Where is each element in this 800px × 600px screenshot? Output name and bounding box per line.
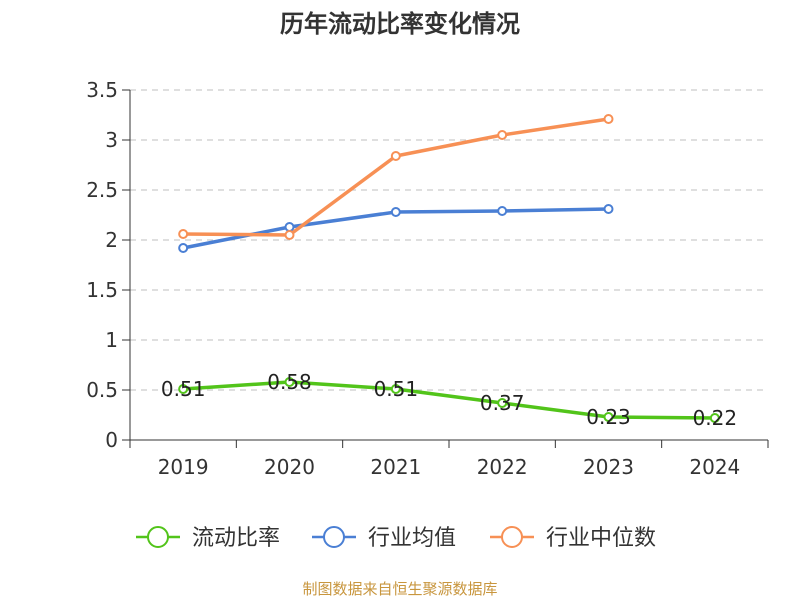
series-1: 0.51 0.58 0.51 0.37 0.23 0.22 <box>161 370 737 430</box>
data-point <box>497 206 508 216</box>
data-label: 0.58 <box>267 370 312 394</box>
chart-title: 历年流动比率变化情况 <box>280 10 520 38</box>
legend-label: 行业中位数 <box>546 526 656 551</box>
legend-marker <box>501 526 523 548</box>
data-point <box>284 222 295 232</box>
legend-item: 行业中位数 <box>490 526 656 551</box>
source-note: 制图数据来自恒生聚源数据库 <box>302 580 498 598</box>
data-point <box>709 413 720 423</box>
y-tick-label: 0 <box>105 428 118 452</box>
data-label: 0.37 <box>480 391 525 415</box>
legend-marker <box>147 526 169 548</box>
data-point <box>603 204 614 214</box>
data-point <box>497 398 508 408</box>
data-point <box>603 412 614 422</box>
y-tick-label: 3 <box>105 128 118 152</box>
data-point <box>178 243 189 253</box>
data-label: 0.51 <box>374 377 419 401</box>
x-tick-label: 2020 <box>264 455 315 479</box>
legend-item: 流动比率 <box>136 526 280 551</box>
data-point <box>178 229 189 239</box>
data-label: 0.51 <box>161 377 206 401</box>
y-tick-label: 2 <box>105 228 118 252</box>
data-point <box>284 230 295 240</box>
data-point <box>603 114 614 124</box>
series-2 <box>178 204 614 253</box>
data-point <box>390 384 401 394</box>
series-3 <box>178 114 614 240</box>
x-tick-label: 2024 <box>689 455 740 479</box>
x-tick-label: 2023 <box>583 455 634 479</box>
data-point <box>284 377 295 387</box>
y-tick-label: 3.5 <box>86 78 118 102</box>
legend-item: 行业均值 <box>312 526 456 551</box>
y-tick-label: 1.5 <box>86 278 118 302</box>
y-tick-label: 0.5 <box>86 378 118 402</box>
series-line <box>183 117 609 237</box>
data-point <box>497 130 508 140</box>
legend-marker <box>323 526 345 548</box>
data-point <box>178 384 189 394</box>
legend-label: 行业均值 <box>368 526 456 551</box>
data-point <box>390 207 401 217</box>
data-point <box>390 151 401 161</box>
y-tick-label: 1 <box>105 328 118 352</box>
data-label: 0.22 <box>693 406 738 430</box>
x-tick-label: 2021 <box>370 455 421 479</box>
legend-label: 流动比率 <box>192 526 280 551</box>
data-label: 0.23 <box>586 405 631 429</box>
x-tick-label: 2022 <box>477 455 528 479</box>
y-tick-label: 2.5 <box>86 178 118 202</box>
series-line <box>183 380 715 420</box>
x-tick-label: 2019 <box>158 455 209 479</box>
